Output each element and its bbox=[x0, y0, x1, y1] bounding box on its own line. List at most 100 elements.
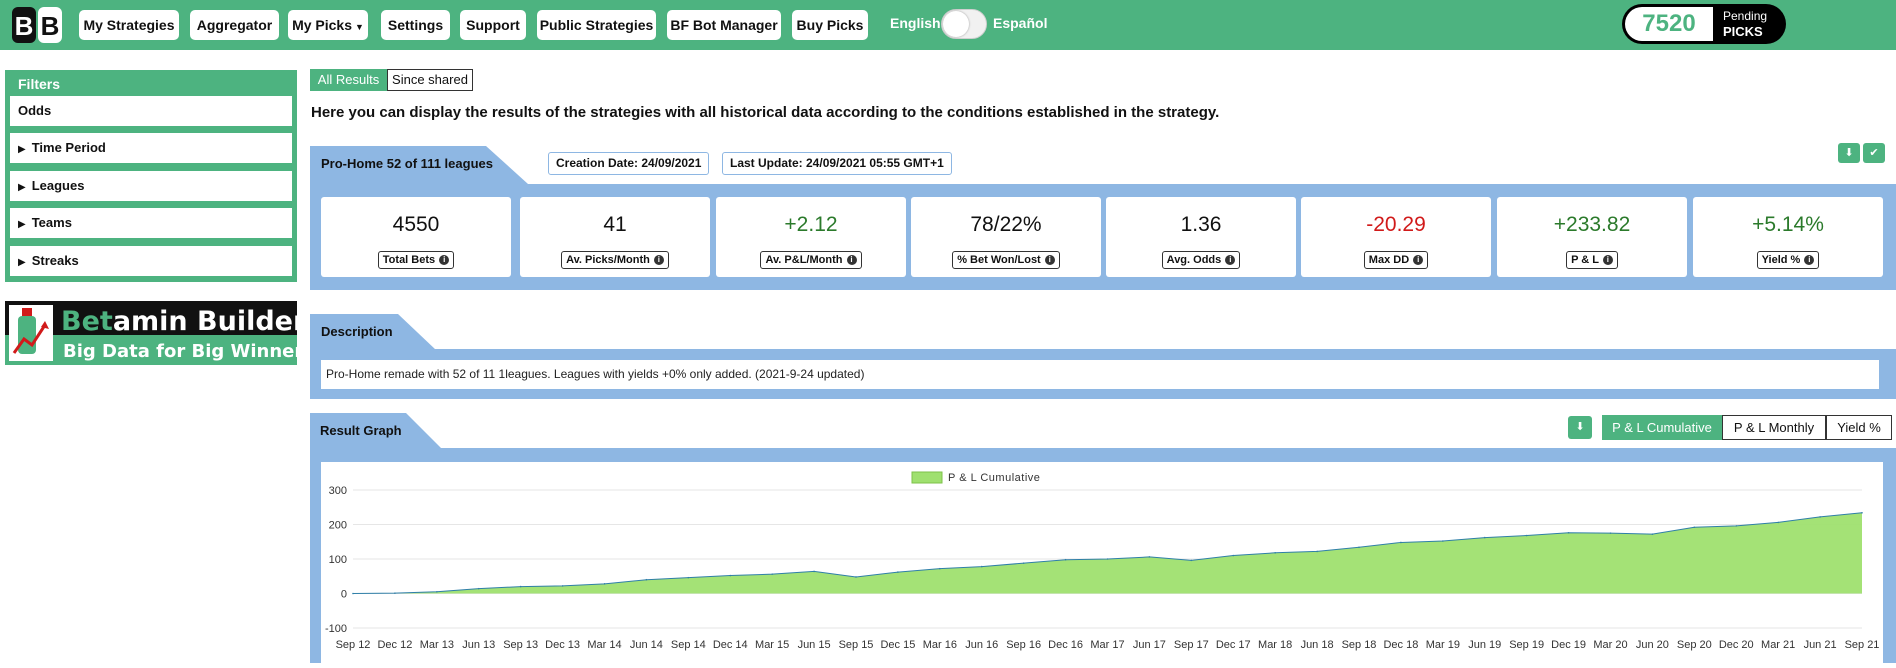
last-update: Last Update: 24/09/2021 05:55 GMT+1 bbox=[722, 152, 952, 175]
y-tick-label: -100 bbox=[325, 623, 347, 635]
filter-leagues[interactable]: ▶ Leagues bbox=[10, 171, 292, 201]
x-tick-label: Dec 19 bbox=[1551, 639, 1586, 651]
stat-value: 78/22% bbox=[970, 213, 1042, 236]
stat-label[interactable]: Av. P&L/Month i bbox=[760, 251, 862, 269]
nav-buy-picks[interactable]: Buy Picks bbox=[792, 10, 868, 40]
x-tick-label: Dec 16 bbox=[1048, 639, 1083, 651]
stat-label[interactable]: Total Bets i bbox=[377, 251, 455, 269]
x-tick-label: Dec 14 bbox=[713, 639, 748, 651]
filter-odds[interactable]: Odds bbox=[10, 96, 292, 126]
x-tick-label: Mar 21 bbox=[1761, 639, 1795, 651]
info-icon[interactable]: i bbox=[1044, 255, 1055, 266]
stat-label[interactable]: P & L i bbox=[1566, 251, 1618, 269]
x-tick-label: Dec 18 bbox=[1383, 639, 1418, 651]
triangle-right-icon: ▶ bbox=[18, 219, 26, 230]
legend-label: P & L Cumulative bbox=[948, 472, 1040, 484]
data-point bbox=[394, 592, 396, 594]
banner-subtitle: Big Data for Big Winners bbox=[63, 341, 297, 362]
nav-public-strategies[interactable]: Public Strategies bbox=[537, 10, 656, 40]
nav-bf-bot-manager[interactable]: BF Bot Manager bbox=[667, 10, 781, 40]
data-point bbox=[1483, 536, 1486, 539]
language-espanol: Español bbox=[993, 15, 1048, 31]
x-tick-label: Jun 15 bbox=[798, 639, 831, 651]
stat-avg-odds: 1.36 Avg. Odds i bbox=[1106, 197, 1296, 277]
data-point bbox=[1190, 559, 1193, 562]
stat-total-bets: 4550 Total Bets i bbox=[321, 197, 511, 277]
stat-label[interactable]: Av. Picks/Month i bbox=[561, 251, 669, 269]
filters-title: Filters bbox=[18, 76, 61, 92]
language-toggle[interactable] bbox=[941, 9, 987, 39]
info-icon[interactable]: i bbox=[1602, 255, 1613, 266]
y-tick-label: 200 bbox=[329, 520, 347, 532]
graph-btn-pl-cumulative[interactable]: P & L Cumulative bbox=[1602, 415, 1722, 440]
stat-value: 1.36 bbox=[1180, 213, 1222, 236]
triangle-right-icon: ▶ bbox=[18, 257, 26, 268]
stat-label[interactable]: Yield % i bbox=[1756, 251, 1820, 269]
nav-settings[interactable]: Settings bbox=[381, 10, 450, 40]
nav-support[interactable]: Support bbox=[460, 10, 526, 40]
x-tick-label: Sep 21 bbox=[1845, 639, 1880, 651]
filter-time-period[interactable]: ▶ Time Period bbox=[10, 133, 292, 163]
betamin-logo[interactable]: B B bbox=[12, 5, 64, 45]
graph-btn-pl-monthly[interactable]: P & L Monthly bbox=[1722, 415, 1826, 440]
nav-my-strategies[interactable]: My Strategies bbox=[79, 10, 179, 40]
pending-picks-widget[interactable]: 7520 Pending PICKS bbox=[1622, 4, 1786, 44]
info-icon[interactable]: i bbox=[1225, 255, 1236, 266]
filter-streaks[interactable]: ▶ Streaks bbox=[10, 246, 292, 276]
data-point bbox=[980, 565, 983, 568]
pending-picks-label: Pending PICKS bbox=[1723, 9, 1768, 39]
toggle-knob bbox=[943, 11, 969, 37]
data-point bbox=[477, 587, 480, 590]
graph-btn-yield[interactable]: Yield % bbox=[1826, 415, 1892, 440]
description-strip: Pro-Home remade with 52 of 11 1leagues. … bbox=[310, 349, 1896, 399]
info-icon[interactable]: i bbox=[1804, 255, 1815, 266]
stat-label[interactable]: % Bet Won/Lost i bbox=[952, 251, 1060, 269]
x-tick-label: Dec 17 bbox=[1216, 639, 1251, 651]
stat-value: +233.82 bbox=[1553, 213, 1631, 236]
nav-my-picks-dropdown[interactable]: My Picks ▼ bbox=[288, 10, 368, 40]
strategy-title: Pro-Home 52 of 111 leagues bbox=[321, 156, 493, 171]
nav-aggregator[interactable]: Aggregator bbox=[190, 10, 279, 40]
stat-label[interactable]: Max DD i bbox=[1363, 251, 1429, 269]
stat-value: 4550 bbox=[392, 213, 440, 236]
info-icon[interactable]: i bbox=[846, 255, 857, 266]
data-point bbox=[1106, 558, 1109, 560]
download-icon[interactable]: ⬇ bbox=[1838, 143, 1860, 163]
data-point bbox=[1316, 550, 1318, 553]
data-point bbox=[939, 567, 941, 570]
data-point bbox=[1274, 551, 1276, 554]
filters-panel: Filters Odds ▶ Time Period ▶ Leagues ▶ Team… bbox=[5, 70, 297, 282]
x-tick-label: Sep 12 bbox=[336, 639, 371, 651]
x-tick-label: Mar 14 bbox=[587, 639, 621, 651]
data-point bbox=[729, 574, 732, 577]
betamin-builder-banner[interactable]: Betamin Builder Big Data for Big Winners bbox=[5, 301, 314, 365]
triangle-right-icon: ▶ bbox=[18, 144, 26, 155]
svg-text:Betamin Builder: Betamin Builder bbox=[61, 306, 297, 337]
tab-since-shared[interactable]: Since shared bbox=[387, 69, 473, 91]
data-point bbox=[897, 571, 899, 573]
check-icon[interactable]: ✔ bbox=[1863, 143, 1885, 163]
x-tick-label: Sep 17 bbox=[1174, 639, 1209, 651]
data-point bbox=[352, 592, 354, 595]
y-tick-label: 100 bbox=[329, 554, 347, 566]
download-icon[interactable]: ⬇ bbox=[1568, 416, 1592, 439]
triangle-right-icon: ▶ bbox=[18, 182, 26, 193]
info-icon[interactable]: i bbox=[653, 255, 664, 266]
info-icon[interactable]: i bbox=[1413, 255, 1424, 266]
x-tick-label: Mar 20 bbox=[1593, 639, 1627, 651]
description-text: Pro-Home remade with 52 of 11 1leagues. … bbox=[321, 360, 1879, 389]
filter-teams[interactable]: ▶ Teams bbox=[10, 208, 292, 238]
x-tick-label: Sep 13 bbox=[503, 639, 538, 651]
data-point bbox=[1525, 534, 1528, 537]
stats-strip: 4550 Total Bets i 41 Av. Picks/Month i +… bbox=[310, 184, 1896, 290]
stat-label[interactable]: Avg. Odds i bbox=[1161, 251, 1241, 269]
x-tick-label: Mar 18 bbox=[1258, 639, 1292, 651]
tab-all-results[interactable]: All Results bbox=[310, 69, 387, 91]
x-tick-label: Dec 12 bbox=[377, 639, 412, 651]
info-icon[interactable]: i bbox=[439, 255, 450, 266]
chart-strip: -100 0 100 200 300 Sep 12 Dec 12 Mar 13 Jun 13 Se… bbox=[310, 448, 1896, 663]
stat-value: -20.29 bbox=[1366, 213, 1426, 236]
intro-text: Here you can display the results of the … bbox=[311, 104, 1220, 121]
x-tick-label: Jun 17 bbox=[1133, 639, 1166, 651]
data-point bbox=[1651, 533, 1654, 535]
